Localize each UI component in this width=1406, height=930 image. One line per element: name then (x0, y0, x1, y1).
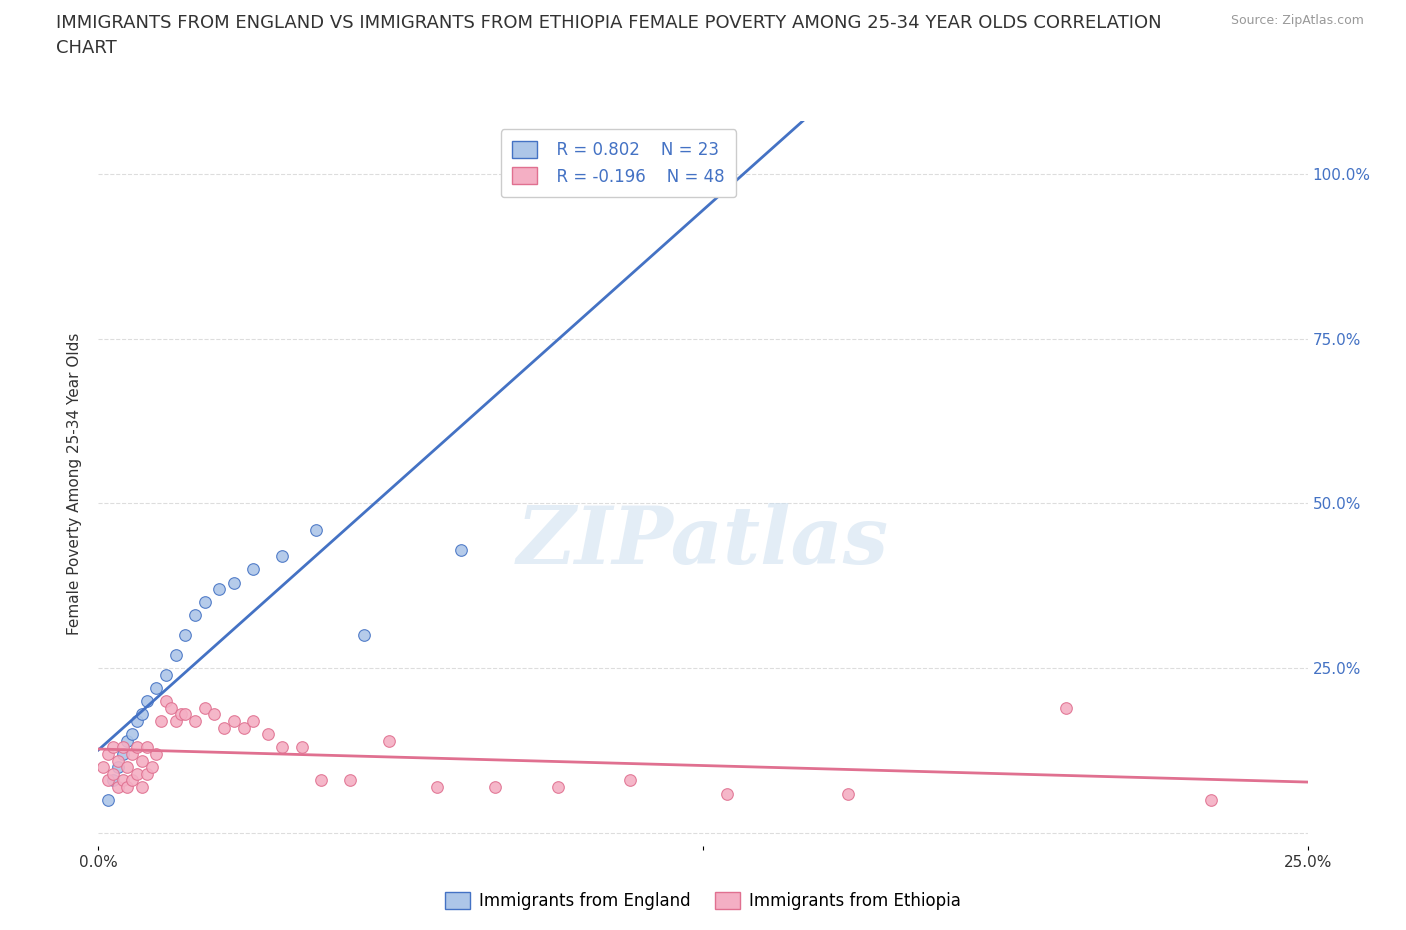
Point (309, 773, 332, 788)
Point (290, 740, 312, 755)
Point (117, 760, 139, 775)
Point (111, 740, 134, 755)
Point (305, 523, 328, 538)
Point (668, 166, 690, 181)
Point (377, 734, 399, 749)
Point (127, 766, 149, 781)
Point (484, 779, 506, 794)
Point (194, 595, 217, 610)
Point (160, 700, 183, 715)
Point (117, 734, 139, 749)
Point (101, 740, 124, 755)
Point (242, 713, 264, 728)
Point (145, 747, 167, 762)
Point (353, 628, 375, 643)
Point (135, 766, 157, 781)
Y-axis label: Female Poverty Among 25-34 Year Olds: Female Poverty Among 25-34 Year Olds (67, 332, 83, 635)
Point (131, 753, 153, 768)
Point (169, 707, 191, 722)
Point (107, 753, 129, 768)
Point (256, 726, 278, 741)
Point (208, 581, 231, 596)
Point (131, 779, 153, 794)
Point (150, 713, 173, 728)
Point (155, 668, 177, 683)
Point (204, 707, 226, 722)
Point (91, 760, 114, 775)
Point (111, 773, 134, 788)
Point (135, 740, 157, 755)
Point (127, 713, 149, 728)
Point (339, 773, 361, 788)
Text: Source: ZipAtlas.com: Source: ZipAtlas.com (1230, 14, 1364, 27)
Point (619, 773, 641, 788)
Point (547, 779, 569, 794)
Text: IMMIGRANTS FROM ENGLAND VS IMMIGRANTS FROM ETHIOPIA FEMALE POVERTY AMONG 25-34 Y: IMMIGRANTS FROM ENGLAND VS IMMIGRANTS FR… (56, 14, 1161, 32)
Point (145, 681, 167, 696)
Point (174, 628, 197, 643)
Point (121, 747, 143, 762)
Point (121, 726, 143, 741)
Point (135, 694, 157, 709)
Point (716, 786, 738, 801)
Point (165, 647, 187, 662)
Point (107, 760, 129, 775)
Legend:   R = 0.802    N = 23,   R = -0.196    N = 48: R = 0.802 N = 23, R = -0.196 N = 48 (501, 129, 735, 197)
Point (97, 773, 120, 788)
Point (271, 549, 294, 564)
Point (97, 747, 120, 762)
Point (1199, 792, 1222, 807)
Point (121, 773, 143, 788)
Point (111, 747, 134, 762)
Point (242, 562, 264, 577)
Point (271, 740, 294, 755)
Point (1054, 700, 1077, 715)
Point (450, 542, 472, 557)
Point (194, 700, 217, 715)
Point (165, 713, 187, 728)
Text: ZIPatlas: ZIPatlas (517, 503, 889, 580)
Point (184, 713, 207, 728)
Point (184, 608, 207, 623)
Point (426, 779, 449, 794)
Point (97, 792, 120, 807)
Point (174, 707, 197, 722)
Text: CHART: CHART (56, 39, 117, 57)
Point (837, 786, 859, 801)
Point (101, 773, 124, 788)
Point (232, 720, 254, 735)
Point (107, 779, 129, 794)
Point (127, 740, 149, 755)
Point (117, 779, 139, 794)
Legend: Immigrants from England, Immigrants from Ethiopia: Immigrants from England, Immigrants from… (439, 885, 967, 917)
Point (131, 707, 153, 722)
Point (155, 694, 177, 709)
Point (101, 766, 124, 781)
Point (212, 720, 235, 735)
Point (141, 760, 163, 775)
Point (222, 713, 245, 728)
Point (222, 575, 245, 590)
